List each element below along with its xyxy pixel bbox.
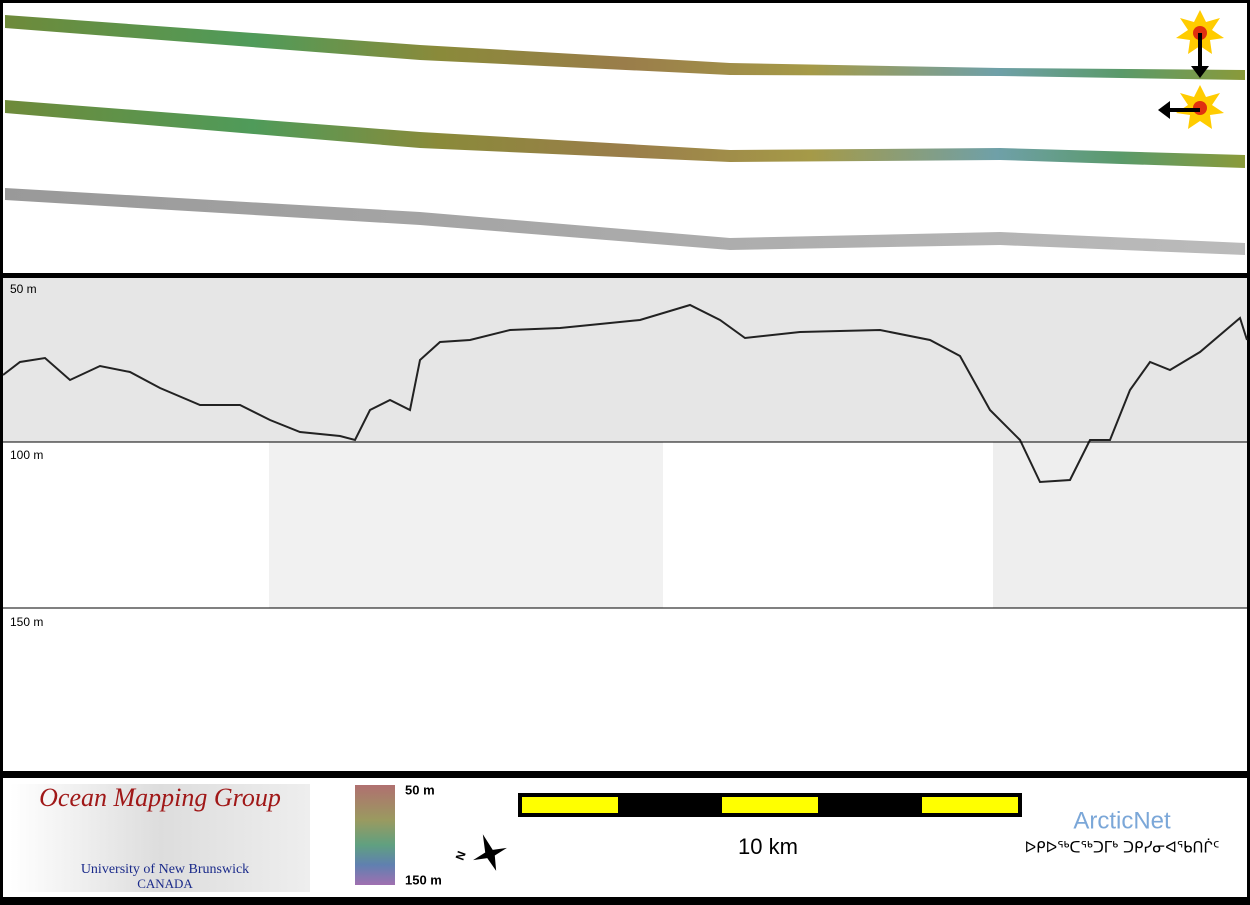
scale-label: 10 km [738,834,798,859]
swath-panel [3,3,1247,273]
echogram [269,442,663,608]
partner-name: ArcticNet [1073,807,1171,834]
direction-icons [1158,10,1224,129]
colorbar [355,785,395,885]
seafloor-trace [2,303,1248,484]
backscatter-swath [5,188,1245,255]
colorbar-label: 50 m [405,782,435,797]
echogram [3,278,1247,442]
swath [5,15,1245,80]
logo-university: University of New Brunswick [81,862,249,877]
echogram [993,442,1247,608]
logo-country: CANADA [137,876,193,891]
scale-segment [522,797,618,813]
partner-name-inuktitut: ᐅᑭᐅᖅᑕᖅᑐᒥᒃ ᑐᑭᓯᓂᐊᖃᑎᒌᑦ [1025,839,1220,857]
scale-segment [922,797,1018,813]
logo-title: Ocean Mapping Group [39,783,281,812]
logo [10,784,310,892]
depth-label: 100 m [10,448,43,462]
swath [5,100,1245,168]
scale-segment [722,797,818,813]
depth-label: 150 m [10,615,43,629]
colorbar-label: 150 m [405,872,442,887]
depth-label: 50 m [10,282,37,296]
